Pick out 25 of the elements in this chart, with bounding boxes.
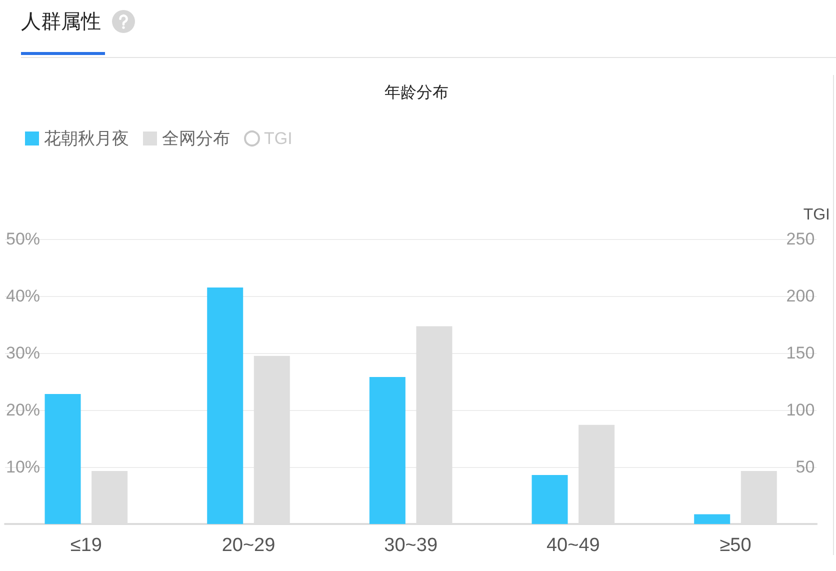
y2-axis-title: TGI xyxy=(803,206,830,224)
x-tick-label: 30~39 xyxy=(384,535,438,556)
y-tick-label: 40% xyxy=(6,286,40,306)
y-tick-label: 20% xyxy=(6,400,40,420)
x-tick-label: ≤19 xyxy=(70,535,102,556)
y2-tick-label: 200 xyxy=(786,286,815,306)
y-tick-label: 10% xyxy=(6,458,40,476)
y2-tick-label: 250 xyxy=(786,230,815,248)
legend-label: 花朝秋月夜 xyxy=(44,129,129,148)
y2-tick-label: 50 xyxy=(796,458,815,476)
bar xyxy=(532,474,568,524)
text: 人群属性 xyxy=(21,10,101,35)
bar xyxy=(369,376,406,524)
legend-label: 全网分布 xyxy=(162,129,230,148)
y-tick-label: 30% xyxy=(6,344,40,362)
y-tick-label: 50% xyxy=(6,230,40,248)
bar xyxy=(44,394,81,524)
x-tick-label: 40~49 xyxy=(546,535,600,556)
bar xyxy=(207,287,244,524)
y2-tick-label: 100 xyxy=(786,400,815,420)
x-tick-label: 20~29 xyxy=(222,535,276,556)
chart-title: 年龄分布 xyxy=(384,84,448,102)
bar xyxy=(694,514,730,524)
y2-tick-label: 150 xyxy=(786,344,815,362)
x-tick-label: ≥50 xyxy=(720,535,752,556)
